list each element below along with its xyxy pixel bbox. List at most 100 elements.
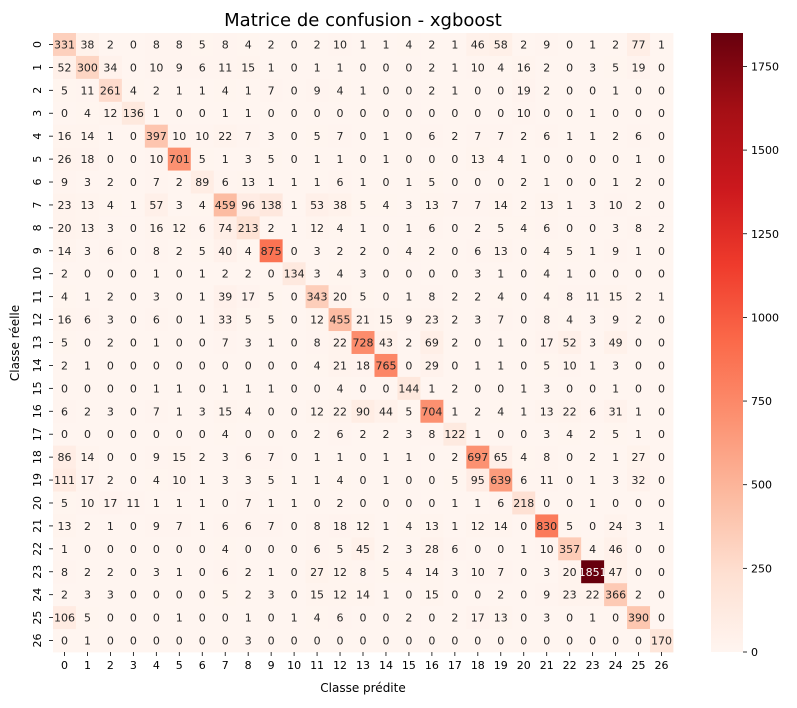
heatmap-cell xyxy=(190,78,215,103)
heatmap-cell xyxy=(75,124,100,149)
heatmap-cell xyxy=(650,308,674,332)
heatmap-cell xyxy=(213,445,238,469)
cell-value-label: 1 xyxy=(268,61,275,74)
cell-value-label: 3 xyxy=(222,451,229,464)
heatmap-cell xyxy=(535,170,559,194)
colorbar-tick-label: 500 xyxy=(751,479,772,492)
heatmap-cell xyxy=(328,262,352,286)
heatmap-cell xyxy=(581,170,605,194)
cell-value-label: 0 xyxy=(612,107,619,120)
cell-value-label: 4 xyxy=(497,61,504,74)
heatmap-cell xyxy=(420,422,444,447)
heatmap-cell xyxy=(305,514,329,538)
cell-value-label: 0 xyxy=(589,520,596,533)
cell-value-label: 38 xyxy=(80,38,94,51)
heatmap-cell xyxy=(650,170,674,194)
heatmap-cell xyxy=(282,262,306,286)
heatmap-cell xyxy=(121,78,146,103)
heatmap-cell xyxy=(121,491,146,515)
heatmap-cell xyxy=(98,514,123,538)
heatmap-cell xyxy=(443,331,467,355)
heatmap-cell xyxy=(305,445,329,469)
cell-value-label: 7 xyxy=(245,130,252,143)
cell-value-label: 2 xyxy=(268,38,275,51)
cell-value-label: 2 xyxy=(543,84,550,97)
cell-value-label: 89 xyxy=(195,176,209,189)
x-tick-label: 5 xyxy=(176,659,183,672)
cell-value-label: 14 xyxy=(356,589,370,602)
heatmap-cell xyxy=(466,399,490,424)
cell-value-label: 455 xyxy=(330,314,351,327)
heatmap-cell xyxy=(282,583,306,607)
heatmap-cell xyxy=(558,583,582,607)
cell-value-label: 5 xyxy=(268,474,275,487)
heatmap-cell xyxy=(420,629,444,653)
heatmap-cell xyxy=(213,33,238,57)
heatmap-cell xyxy=(144,376,169,401)
cell-value-label: 1 xyxy=(428,382,435,395)
heatmap-cell xyxy=(75,262,100,286)
heatmap-cell xyxy=(167,445,192,469)
cell-value-label: 6 xyxy=(451,543,458,556)
heatmap-cell xyxy=(604,33,628,57)
heatmap-cell xyxy=(98,422,123,447)
cell-value-label: 2 xyxy=(84,520,91,533)
cell-value-label: 0 xyxy=(428,451,435,464)
cell-value-label: 0 xyxy=(268,359,275,372)
cell-value-label: 15 xyxy=(172,451,186,464)
heatmap-cell xyxy=(581,239,605,263)
cell-value-label: 5 xyxy=(84,612,91,625)
heatmap-cell xyxy=(213,629,238,653)
heatmap-cell xyxy=(581,468,605,492)
heatmap-cell xyxy=(466,514,490,538)
cell-value-label: 0 xyxy=(658,268,665,281)
heatmap-cell xyxy=(466,170,490,194)
cell-value-label: 0 xyxy=(635,543,642,556)
heatmap-cell xyxy=(535,537,559,561)
heatmap-cell xyxy=(236,239,261,263)
cell-value-label: 7 xyxy=(474,199,481,212)
cell-value-label: 1 xyxy=(153,268,160,281)
cell-value-label: 2 xyxy=(451,612,458,625)
heatmap-cell xyxy=(259,560,284,584)
heatmap-cell xyxy=(604,193,628,217)
cell-value-label: 0 xyxy=(612,268,619,281)
cell-value-label: 8 xyxy=(153,38,160,51)
x-tick-label: 11 xyxy=(310,659,324,672)
heatmap-cell xyxy=(650,78,674,103)
cell-value-label: 12 xyxy=(310,314,324,327)
cell-value-label: 0 xyxy=(61,382,68,395)
heatmap-cell xyxy=(236,101,261,126)
cell-value-label: 3 xyxy=(543,612,550,625)
heatmap-cell xyxy=(190,422,215,447)
heatmap-cell xyxy=(535,147,559,171)
cell-value-label: 5 xyxy=(61,337,68,350)
cell-value-label: 2 xyxy=(222,268,229,281)
cell-value-label: 0 xyxy=(451,245,458,258)
heatmap-cell xyxy=(259,285,284,309)
cell-value-label: 0 xyxy=(658,543,665,556)
heatmap-cell xyxy=(236,353,261,378)
heatmap-cell xyxy=(443,216,467,240)
heatmap-cell xyxy=(420,491,444,515)
x-tick-label: 19 xyxy=(494,659,508,672)
heatmap-cell xyxy=(259,147,284,171)
cell-value-label: 0 xyxy=(291,382,298,395)
cell-value-label: 0 xyxy=(520,589,527,602)
heatmap-cell xyxy=(397,216,421,240)
heatmap-cell xyxy=(420,468,444,492)
heatmap-cell xyxy=(535,285,559,309)
heatmap-cell xyxy=(144,445,169,469)
heatmap-cell xyxy=(650,216,674,240)
cell-value-label: 1 xyxy=(589,497,596,510)
heatmap-cell xyxy=(466,239,490,263)
heatmap-cell xyxy=(121,606,146,630)
cell-value-label: 0 xyxy=(382,222,389,235)
heatmap-cell xyxy=(328,101,352,126)
heatmap-cell xyxy=(259,422,284,447)
heatmap-cell xyxy=(305,55,329,80)
heatmap-cell xyxy=(305,353,329,378)
heatmap-cell xyxy=(328,353,352,378)
heatmap-cell xyxy=(328,560,352,584)
heatmap-cell xyxy=(98,629,123,653)
